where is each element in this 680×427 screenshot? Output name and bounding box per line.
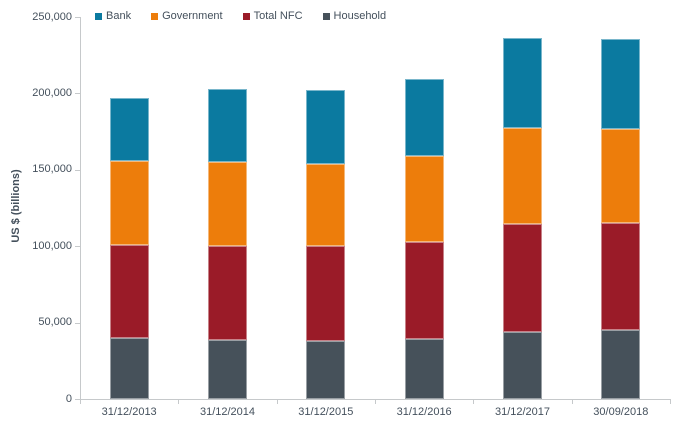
- legend-item: Total NFC: [242, 10, 303, 22]
- legend-item: Household: [322, 10, 387, 22]
- bar-segment-bank: [404, 78, 444, 157]
- legend-item-label: Government: [162, 10, 223, 22]
- bar-30/09/2018: [601, 39, 641, 399]
- bar-31/12/2013: [109, 98, 149, 399]
- x-axis-tick: [375, 399, 376, 404]
- legend-swatch-icon: [95, 12, 102, 20]
- bar-segment-government: [109, 161, 149, 245]
- x-category-label: 31/12/2013: [101, 406, 157, 418]
- bar-segment-household: [601, 330, 641, 399]
- bar-segment-government: [404, 156, 444, 243]
- y-tick-label: 100,000: [32, 239, 72, 252]
- bar-segment-government: [601, 129, 641, 224]
- bar-segment-government: [503, 127, 542, 225]
- x-category-label: 31/12/2014: [199, 406, 256, 418]
- bar-segment-bank: [306, 89, 346, 164]
- legend-swatch-icon: [151, 12, 159, 20]
- x-category-label: 31/12/2017: [494, 406, 551, 418]
- bar-31/12/2017: [503, 37, 542, 399]
- y-axis-tick: [75, 93, 80, 95]
- y-axis-tick: [75, 246, 80, 248]
- y-tick-label: 250,000: [32, 10, 72, 23]
- y-tick-label: 50,000: [38, 316, 72, 329]
- bar-31/12/2014: [208, 88, 247, 399]
- bar-segment-household: [306, 340, 346, 399]
- bar-segment-total-nfc: [109, 244, 149, 338]
- legend-swatch-icon: [322, 12, 330, 20]
- x-axis-tick: [178, 399, 180, 404]
- bar-segment-bank: [503, 37, 542, 128]
- bar-segment-total-nfc: [404, 242, 444, 339]
- x-axis-tick: [571, 399, 573, 404]
- x-axis-tick: [80, 399, 81, 404]
- bar-segment-total-nfc: [503, 224, 542, 332]
- bar-segment-total-nfc: [601, 223, 641, 331]
- bar-segment-bank: [208, 88, 247, 163]
- y-axis-tick: [75, 169, 80, 171]
- bar-segment-bank: [109, 98, 149, 162]
- y-axis-title: US $ (billions): [10, 169, 22, 243]
- x-axis-tick: [473, 399, 475, 404]
- legend-item: Government: [151, 10, 223, 22]
- bar-segment-government: [306, 163, 346, 247]
- y-tick-label: 0: [65, 392, 72, 405]
- y-axis-tick: [75, 17, 80, 18]
- bar-31/12/2016: [404, 78, 444, 399]
- x-axis-tick: [670, 399, 671, 404]
- bar-segment-total-nfc: [208, 246, 247, 341]
- legend-item-label: Bank: [106, 10, 132, 22]
- y-tick-label: 200,000: [32, 86, 72, 99]
- x-axis-tick: [276, 399, 278, 404]
- bar-segment-total-nfc: [306, 246, 346, 341]
- bar-segment-household: [109, 337, 149, 399]
- legend-swatch-icon: [242, 12, 250, 20]
- chart-legend: Bank Government Total NFC Household: [95, 10, 386, 22]
- bar-31/12/2015: [306, 89, 346, 399]
- bar-segment-household: [503, 331, 542, 399]
- y-axis-tick: [75, 322, 80, 324]
- x-category-label: 31/12/2016: [396, 406, 452, 418]
- bar-segment-household: [208, 340, 247, 399]
- y-axis-line: [80, 17, 81, 399]
- y-tick-label: 150,000: [32, 163, 72, 176]
- x-category-label: 30/09/2018: [593, 406, 649, 418]
- bar-segment-bank: [601, 39, 641, 130]
- bar-segment-government: [208, 162, 247, 247]
- x-category-label: 31/12/2015: [298, 406, 354, 418]
- legend-item-label: Total NFC: [253, 10, 303, 22]
- y-axis-tick: [75, 399, 80, 400]
- legend-item: Bank: [95, 10, 131, 22]
- bar-segment-household: [404, 338, 444, 399]
- legend-item-label: Household: [333, 10, 387, 22]
